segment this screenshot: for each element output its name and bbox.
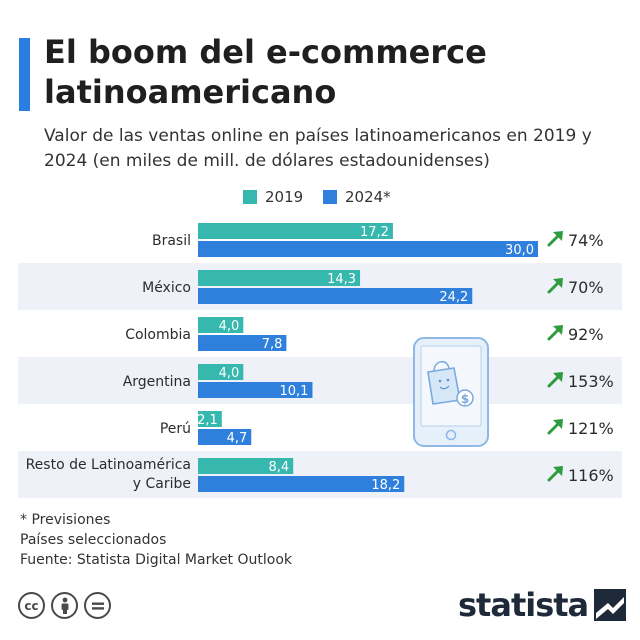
footnote-source: Fuente: Statista Digital Market Outlook xyxy=(20,552,293,568)
bar-2024 xyxy=(198,476,405,492)
bar-value-label: 30,0 xyxy=(505,243,534,258)
bar-2019 xyxy=(198,317,244,333)
bar-2024 xyxy=(198,429,252,445)
bar-value-label: 4,0 xyxy=(219,366,240,381)
bar-value-label: 10,1 xyxy=(280,384,309,399)
legend-label-2019: 2019 xyxy=(265,188,304,206)
growth-label: 121% xyxy=(568,419,614,438)
bar-2019 xyxy=(198,364,244,380)
footnote-forecast: * Previsiones xyxy=(20,512,111,528)
legend-label-2024: 2024* xyxy=(345,188,391,206)
footnotes: * Previsiones Países seleccionados Fuent… xyxy=(20,510,440,570)
growth-label: 92% xyxy=(568,325,604,344)
bar-value-label: 24,2 xyxy=(439,290,468,305)
bar-2019 xyxy=(198,411,222,427)
arrow-up-right-icon-head xyxy=(553,231,563,241)
growth-label: 70% xyxy=(568,278,604,297)
no-derivatives-icon[interactable] xyxy=(84,592,111,619)
bar-value-label: 14,3 xyxy=(327,272,356,287)
bar-2019 xyxy=(198,270,361,286)
legend-swatch-2024 xyxy=(323,190,337,204)
footnote-selected-countries: Países seleccionados xyxy=(20,532,167,548)
bar-2019 xyxy=(198,458,294,474)
legend-item-2024: 2024* xyxy=(323,188,391,206)
legend: 2019 2024* xyxy=(0,188,640,210)
smartphone-shopping-bag-icon: $ xyxy=(413,337,489,447)
bar-value-label: 17,2 xyxy=(360,225,389,240)
arrow-up-right-icon-head xyxy=(553,466,563,476)
growth-label: 116% xyxy=(568,466,614,485)
arrow-up-right-icon-head xyxy=(553,372,563,382)
cc-icon[interactable]: cc xyxy=(18,592,45,619)
attribution-icon[interactable] xyxy=(51,592,78,619)
category-label: México xyxy=(142,280,191,296)
arrow-up-right-icon-head xyxy=(553,325,563,335)
bar-2024 xyxy=(198,288,473,304)
row-band xyxy=(18,357,622,404)
chart-subtitle: Valor de las ventas online en países lat… xyxy=(44,126,592,171)
arrow-up-right-icon-head xyxy=(553,278,563,288)
license-icons: cc xyxy=(18,592,111,619)
bar-value-label: 4,0 xyxy=(219,319,240,334)
title-accent-bar xyxy=(19,38,30,111)
statista-logo[interactable]: statista xyxy=(458,585,627,625)
bar-2019 xyxy=(198,223,393,239)
brand-wordmark: statista xyxy=(458,586,589,624)
category-label: Perú xyxy=(160,421,191,437)
bar-2024 xyxy=(198,382,313,398)
arrow-up-right-icon-head xyxy=(553,419,563,429)
category-label: Brasil xyxy=(152,233,191,249)
bar-value-label: 2,1 xyxy=(197,413,218,428)
category-label: Argentina xyxy=(123,374,191,390)
chart-title: El boom del e-commerce latinoamericano xyxy=(44,33,487,111)
category-label: Colombia xyxy=(125,327,191,343)
growth-label: 74% xyxy=(568,231,604,250)
legend-item-2019: 2019 xyxy=(243,188,303,206)
category-label: Resto de Latinoamérica y Caribe xyxy=(26,457,191,492)
bar-value-label: 8,4 xyxy=(269,460,290,475)
bar-2024 xyxy=(198,335,287,351)
statista-logo-icon xyxy=(594,589,627,621)
bar-2024 xyxy=(198,241,538,257)
bar-value-label: 4,7 xyxy=(227,431,248,446)
growth-label: 153% xyxy=(568,372,614,391)
bar-value-label: 7,8 xyxy=(262,337,283,352)
svg-text:$: $ xyxy=(461,392,469,406)
bar-value-label: 18,2 xyxy=(371,478,400,493)
legend-swatch-2019 xyxy=(243,190,257,204)
